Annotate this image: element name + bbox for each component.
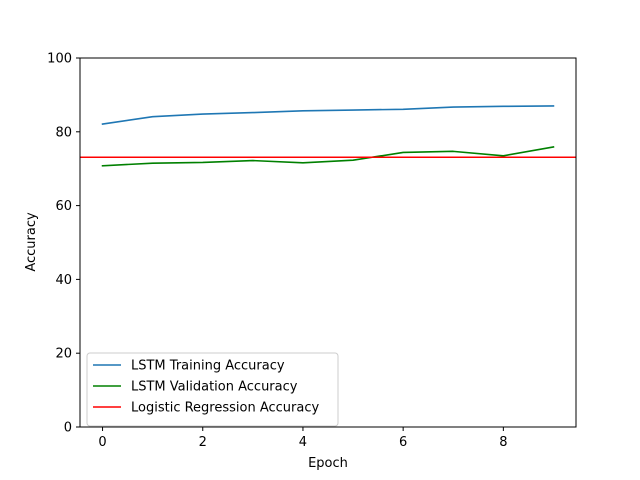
y-tick-label: 100 bbox=[47, 52, 72, 67]
y-axis-ticks: 0 20 40 60 80 100 bbox=[47, 52, 80, 436]
y-tick-label: 80 bbox=[55, 125, 72, 140]
x-tick-label: 4 bbox=[299, 435, 307, 450]
x-axis-ticks: 0 2 4 6 8 bbox=[98, 427, 507, 450]
legend-box bbox=[86, 352, 339, 427]
legend-label-2: LSTM Validation Accuracy bbox=[131, 380, 298, 395]
legend-label-1: LSTM Training Accuracy bbox=[131, 359, 285, 374]
plot-frame bbox=[79, 57, 577, 428]
x-tick-label: 8 bbox=[499, 435, 507, 450]
legend: LSTM Training Accuracy LSTM Validation Ac… bbox=[86, 352, 339, 427]
y-tick-label: 20 bbox=[55, 347, 72, 362]
plot-lines bbox=[80, 105, 576, 167]
x-tick-label: 2 bbox=[199, 435, 207, 450]
x-tick-label: 6 bbox=[399, 435, 407, 450]
y-tick-label: 40 bbox=[55, 273, 72, 288]
y-tick-label: 60 bbox=[55, 199, 72, 214]
y-axis-label: Accuracy bbox=[24, 212, 39, 272]
series-line-2 bbox=[101, 146, 555, 167]
x-tick-label: 0 bbox=[98, 435, 106, 450]
legend-label-3: Logistic Regression Accuracy bbox=[131, 401, 319, 416]
axes-frame bbox=[79, 57, 577, 428]
series-line-1 bbox=[101, 105, 555, 125]
x-axis-label: Epoch bbox=[308, 456, 348, 471]
y-tick-label: 0 bbox=[64, 421, 72, 436]
